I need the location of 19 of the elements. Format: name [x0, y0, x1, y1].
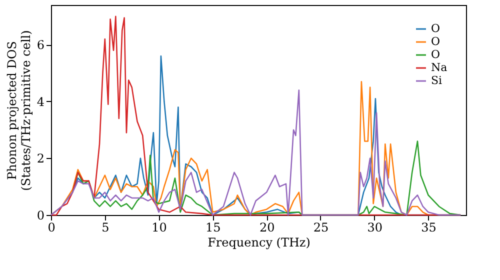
y-tick-label: 2: [36, 152, 44, 166]
x-tick-label: 15: [206, 220, 221, 234]
legend-label: O: [431, 48, 440, 61]
legend-label: O: [431, 22, 440, 35]
x-axis-title: Frequency (THz): [208, 236, 310, 250]
y-tick-label: 4: [36, 94, 45, 109]
y-tick-label: 6: [36, 38, 44, 52]
legend-label: O: [431, 35, 440, 48]
x-tick-label: 35: [421, 220, 436, 234]
x-tick-label: 5: [102, 220, 110, 234]
y-axis-title: Phonon projected DOS (States/THz·primitive cell): [4, 30, 33, 191]
legend-label: Si: [431, 74, 443, 87]
x-tick-label: 25: [313, 220, 329, 234]
legend-label: Na: [431, 61, 448, 74]
x-tick-label: 30: [367, 220, 383, 234]
x-tick-label: 20: [259, 220, 275, 234]
x-tick-label: 10: [152, 220, 167, 234]
x-tick-label: 0: [48, 220, 56, 234]
y-tick-label: 0: [36, 208, 44, 222]
